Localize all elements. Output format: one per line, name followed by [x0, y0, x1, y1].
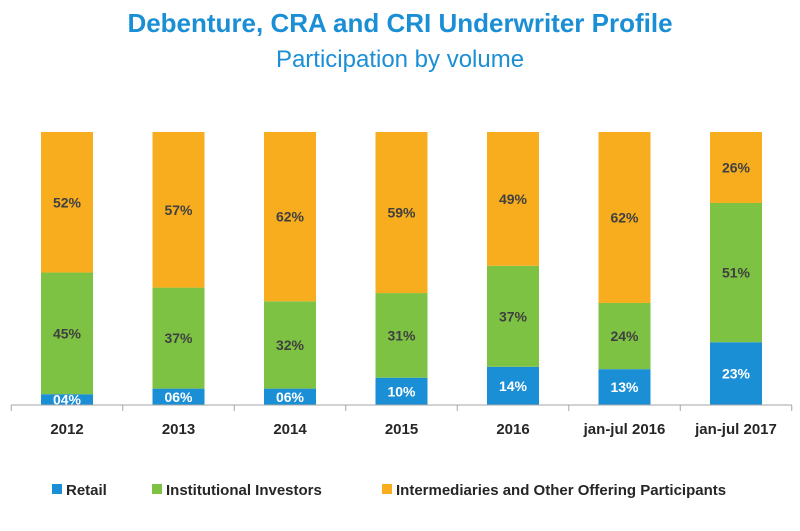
data-label: 62% — [610, 209, 639, 225]
data-label: 06% — [164, 389, 193, 405]
x-tick-label: 2014 — [273, 421, 307, 438]
bar-segment — [41, 272, 93, 395]
bar-segment — [710, 202, 762, 343]
bar-segment — [264, 132, 316, 302]
x-tick-label: 2015 — [385, 421, 418, 438]
data-label: 51% — [722, 265, 751, 281]
x-tick-label: jan-jul 2017 — [694, 421, 777, 438]
legend-label: Intermediaries and Other Offering Partic… — [396, 482, 726, 499]
bar-segment — [152, 388, 205, 405]
data-label: 13% — [610, 379, 639, 395]
x-tick-label: 2016 — [496, 421, 529, 438]
x-tick-label: 2013 — [162, 421, 195, 438]
data-label: 32% — [276, 337, 305, 353]
data-label: 62% — [276, 209, 305, 225]
bar-segment — [710, 132, 762, 203]
data-label: 06% — [276, 389, 305, 405]
data-label: 37% — [499, 308, 528, 324]
bar-segment — [375, 377, 428, 405]
data-label: 26% — [722, 159, 751, 175]
bar-segment — [264, 388, 316, 405]
bar-segment — [41, 132, 93, 273]
data-label: 49% — [499, 191, 528, 207]
x-tick-label: jan-jul 2016 — [583, 421, 666, 438]
legend-swatch — [52, 484, 62, 494]
bar-segment — [152, 287, 205, 389]
chart-title: Debenture, CRA and CRI Underwriter Profi… — [127, 8, 673, 38]
bar-segment — [487, 366, 539, 405]
bar-segment — [375, 132, 428, 294]
x-tick-label: 2012 — [50, 421, 83, 438]
data-label: 10% — [387, 383, 416, 399]
data-label: 52% — [53, 194, 82, 210]
data-label: 23% — [722, 366, 751, 382]
bar-segment — [487, 265, 539, 367]
bar-segment — [375, 293, 428, 378]
legend-label: Institutional Investors — [166, 482, 322, 499]
data-label: 57% — [164, 202, 193, 218]
data-label: 24% — [610, 328, 639, 344]
data-label: 31% — [387, 327, 416, 343]
bar-segment — [598, 302, 651, 370]
data-label: 45% — [53, 325, 82, 341]
chart-subtitle: Participation by volume — [275, 46, 525, 73]
data-label: 14% — [499, 378, 528, 394]
legend-swatch — [152, 484, 162, 494]
legend-swatch — [382, 484, 392, 494]
bar-segment — [152, 132, 205, 288]
bar-segment — [41, 394, 93, 405]
legend-label: Retail — [66, 482, 107, 499]
data-label: 59% — [387, 205, 416, 221]
bar-segment — [598, 369, 651, 405]
bar-segment — [264, 301, 316, 389]
bar-segment — [710, 342, 762, 405]
data-label: 04% — [53, 392, 82, 408]
bar-segment — [598, 132, 651, 303]
bar-segment — [487, 132, 539, 266]
data-label: 37% — [164, 330, 193, 346]
